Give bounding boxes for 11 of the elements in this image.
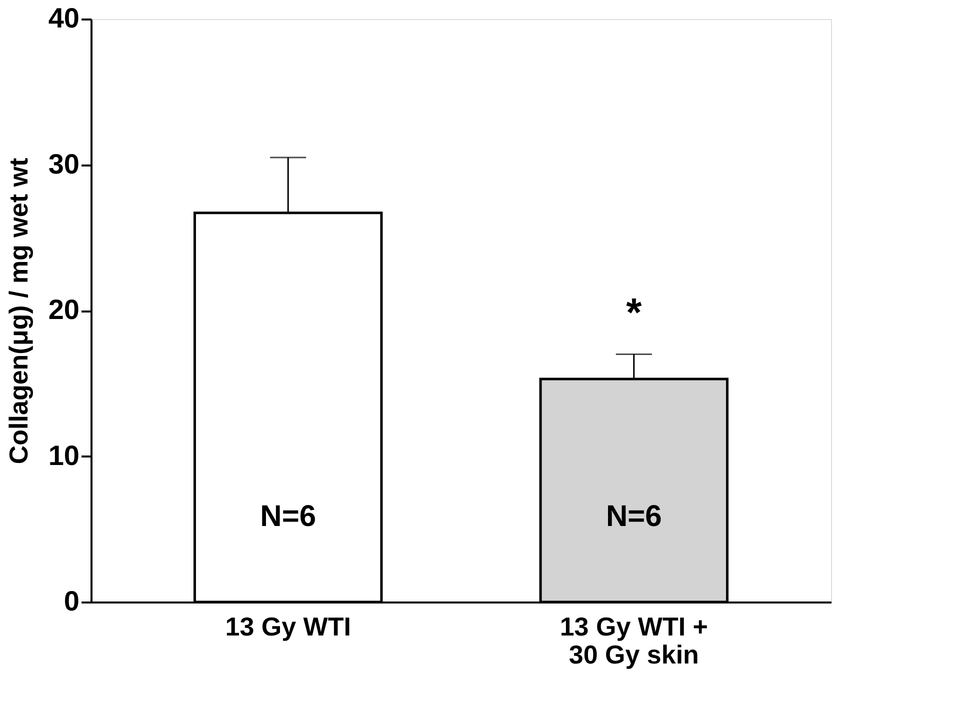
y-tick-label: 40 (48, 2, 80, 34)
y-tick-label: 20 (48, 294, 80, 325)
y-axis-title: Collagen(μg) / mg wet wt (3, 158, 34, 464)
annotation: N=6 (260, 500, 316, 533)
x-tick-label: 13 Gy WTI + 30 Gy skin (560, 612, 708, 670)
y-tick-label: 30 (48, 148, 80, 180)
annotation: * (626, 291, 642, 336)
y-tick-label: 10 (48, 440, 80, 471)
y-tick-label: 0 (64, 586, 80, 616)
annotation: N=6 (606, 500, 662, 533)
x-tick-label: 13 Gy WTI (225, 612, 351, 642)
